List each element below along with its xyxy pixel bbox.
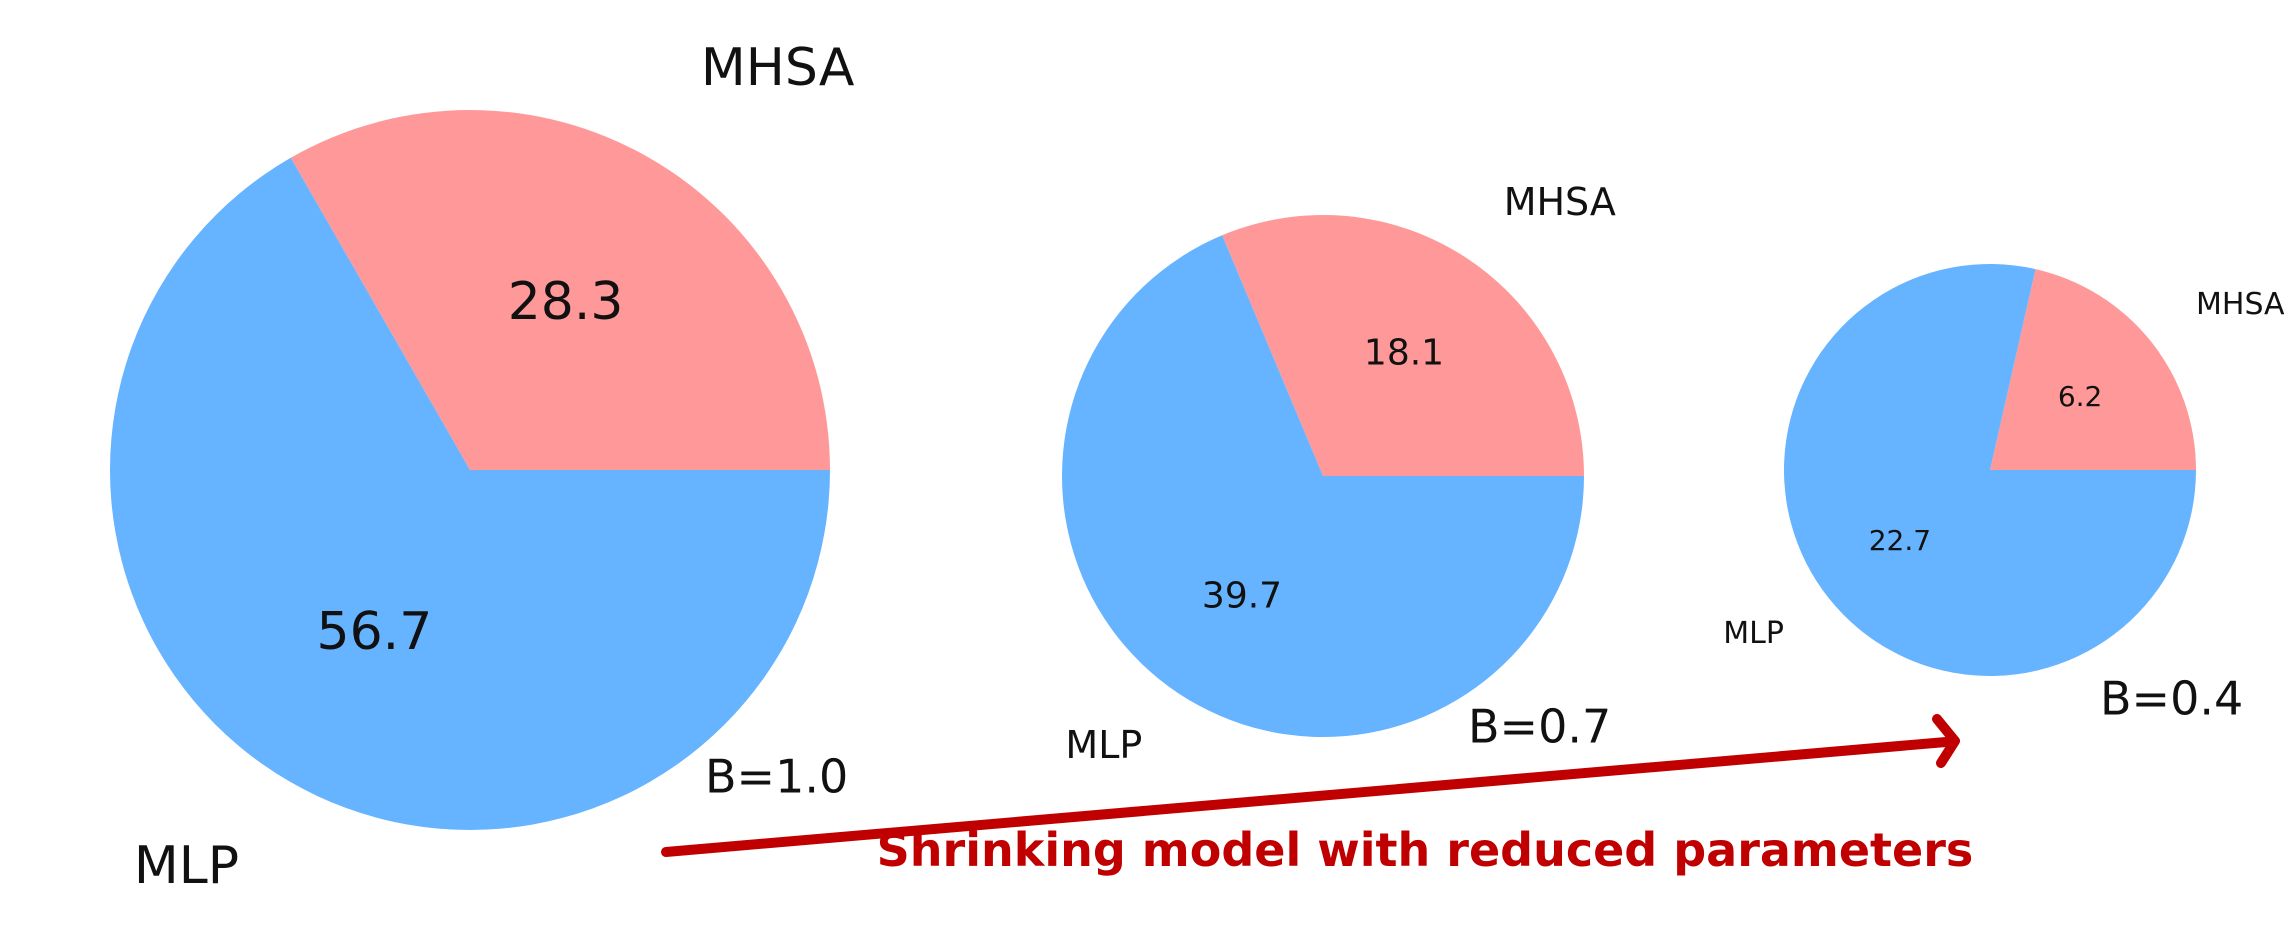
pie-1-slice-mlp <box>110 157 831 831</box>
pie-chart-1: 28.3 MHSA 56.7 MLP B=1.0 <box>110 38 855 896</box>
pie-2-caption: B=0.7 <box>1468 700 1611 754</box>
pie-2-label-mhsa: MHSA <box>1504 180 1616 224</box>
pie-2-value-mlp: 39.7 <box>1202 576 1282 617</box>
pie-3-slice-mhsa <box>1990 269 2196 470</box>
pie-1-value-mlp: 56.7 <box>317 602 433 662</box>
pie-1-label-mlp: MLP <box>134 836 239 896</box>
shrink-annotation: Shrinking model with reduced parameters <box>661 714 1974 877</box>
pie-chart-3: 6.2 MHSA 22.7 MLP B=0.4 <box>1723 263 2285 726</box>
pie-2-slice-mlp <box>1061 235 1584 738</box>
pie-2-slice-mhsa <box>1222 215 1584 476</box>
pie-3-label-mhsa: MHSA <box>2196 287 2285 322</box>
pie-3-caption: B=0.4 <box>2100 672 2243 726</box>
pie-1-caption: B=1.0 <box>705 750 848 804</box>
pie-2-label-mlp: MLP <box>1065 723 1142 767</box>
shrink-arrow-head <box>1932 714 1960 768</box>
pie-3-value-mlp: 22.7 <box>1869 524 1931 557</box>
shrink-arrow-shaft <box>661 737 1951 857</box>
pie-3-slice-mlp <box>1784 263 2196 676</box>
pie-1-label-mhsa: MHSA <box>701 38 855 98</box>
pie-3-label-mlp: MLP <box>1723 616 1784 651</box>
shrink-annotation-text: Shrinking model with reduced parameters <box>877 823 1974 877</box>
pie-3-value-mhsa: 6.2 <box>2058 380 2103 413</box>
pie-1-value-mhsa: 28.3 <box>508 272 624 332</box>
pie-2-value-mhsa: 18.1 <box>1364 332 1444 373</box>
pie-chart-2: 18.1 MHSA 39.7 MLP B=0.7 <box>1061 180 1616 767</box>
pie-1-slice-mhsa <box>290 110 830 471</box>
